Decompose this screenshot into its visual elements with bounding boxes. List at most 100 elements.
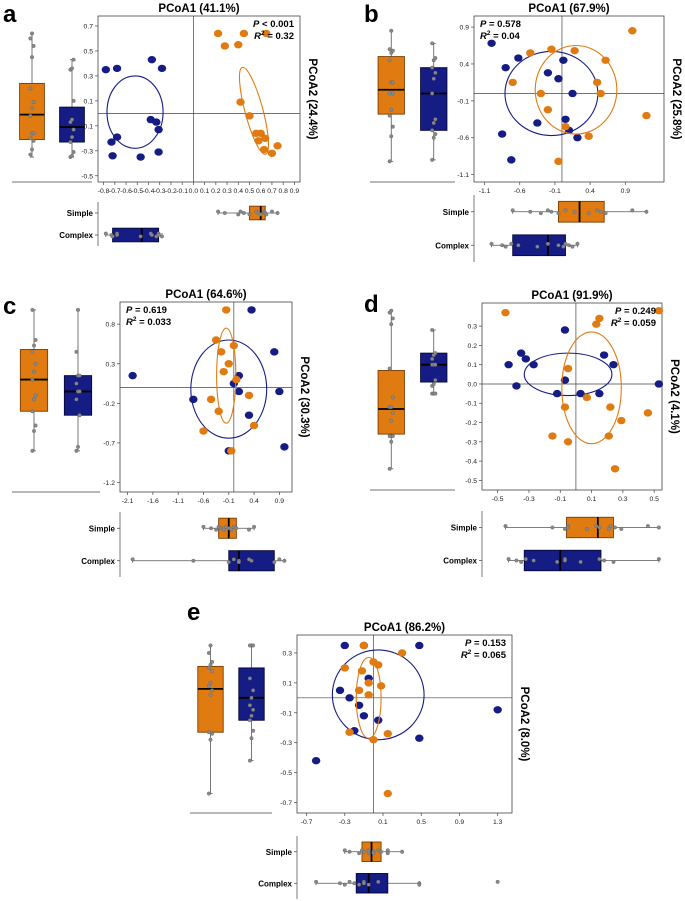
boxplot-point (528, 209, 533, 214)
point-simple (357, 667, 367, 675)
x-tick-label: -0.4 (143, 188, 155, 195)
x-axis-title: PCoA1 (67.9%) (528, 3, 609, 15)
y-tick-label: -0.2 (103, 401, 115, 408)
boxplot-point (489, 241, 494, 246)
boxplot-point (74, 397, 79, 402)
boxplot-point (644, 209, 649, 214)
r2-superscript: 2 (261, 30, 265, 37)
point-complex (147, 55, 157, 64)
boxplot-point (549, 209, 554, 214)
point-complex (112, 64, 122, 73)
boxplot-point (71, 57, 76, 62)
point-simple (354, 686, 364, 695)
r2-label: R (480, 31, 487, 42)
boxplot-point (74, 349, 79, 354)
x-tick-label: -1.1 (479, 188, 491, 195)
boxplot-point (390, 316, 395, 321)
boxplot-point (347, 849, 352, 854)
boxplot-point (76, 307, 80, 312)
boxplot-point (30, 106, 34, 111)
point-simple (374, 661, 383, 669)
p-label: P (615, 306, 622, 317)
point-complex (189, 395, 198, 404)
x-tick-label: 0.4 (585, 188, 595, 195)
boxplot-point (338, 881, 342, 886)
point-complex (609, 360, 618, 369)
boxplot-point (563, 241, 568, 246)
boxplot-point (201, 524, 206, 529)
point-simple (501, 308, 510, 317)
point-simple (364, 691, 373, 699)
point-complex (516, 349, 526, 357)
boxplot-point (387, 58, 392, 63)
boxplot-point (238, 209, 243, 214)
point-simple (508, 78, 517, 87)
boxplot-point (433, 70, 438, 75)
boxplot-point (247, 718, 252, 723)
x-tick-label: 0.9 (290, 188, 300, 195)
boxplot-point (390, 410, 395, 415)
ellipse-simple (216, 327, 237, 424)
x-tick-label: 0.1 (200, 188, 210, 195)
x-tick-label: -0.6 (120, 188, 132, 195)
r2-superscript: 2 (468, 649, 472, 656)
point-complex (136, 153, 145, 161)
boxplot-point (567, 243, 571, 248)
y-tick-label: -0.3 (465, 439, 477, 446)
boxplot-point (510, 208, 515, 213)
point-simple (199, 427, 208, 435)
y-tick-label: -0.6 (457, 135, 469, 142)
boxplot-point (342, 882, 347, 887)
x-tick-label: 0.5 (245, 188, 255, 195)
x-tick-label: 0.6 (256, 188, 266, 195)
y-tick-label: 0.5 (84, 48, 94, 55)
boxplot-point (400, 849, 405, 854)
boxplot-point (28, 136, 33, 141)
point-simple (224, 360, 233, 368)
boxplot-point (430, 41, 435, 46)
point-simple (582, 393, 592, 402)
boxplot-point (379, 849, 384, 854)
x-tick-label: -0.8 (98, 188, 110, 195)
boxplot-y-simple (377, 56, 405, 115)
boxplot-point (277, 557, 282, 562)
x-tick-label: 0.4 (234, 188, 244, 195)
point-complex (561, 115, 570, 123)
boxplot-point (389, 107, 394, 112)
point-complex (280, 443, 289, 451)
boxplot-point (31, 100, 36, 105)
y-tick-label: -0.1 (457, 98, 469, 105)
boxplot-point (611, 559, 616, 564)
boxplot-point (538, 211, 543, 216)
point-simple (601, 56, 610, 64)
point-simple (245, 112, 254, 120)
point-simple (563, 438, 573, 446)
r2-value: R2 = 0.32 (254, 30, 294, 42)
boxplot-point (30, 409, 35, 414)
boxplot-point (115, 233, 120, 237)
point-simple (249, 421, 259, 430)
boxplot-point (387, 434, 392, 438)
point-complex (543, 69, 553, 77)
boxplot-point (645, 524, 650, 529)
boxplot-point (598, 209, 603, 214)
r2-number: = 0.065 (474, 650, 507, 661)
point-simple (642, 111, 651, 120)
point-simple (216, 348, 226, 356)
boxplot-point (214, 527, 219, 532)
x-tick-label: 0.0 (189, 188, 199, 195)
point-simple (610, 465, 620, 473)
r2-number: = 0.059 (624, 318, 656, 329)
boxplot-point (433, 132, 438, 136)
boxplot-point (30, 377, 35, 382)
boxplot-point (387, 159, 392, 164)
y-tick-label: 0.9 (460, 25, 470, 32)
x-tick-label: 0.9 (275, 498, 285, 505)
boxplot-point (110, 234, 115, 239)
x-tick-label: 0.3 (618, 496, 628, 503)
boxplot-point (249, 713, 254, 718)
boxplot-point (30, 31, 34, 36)
x-tick-label: -0.1 (223, 498, 235, 505)
boxplot-point (387, 466, 392, 471)
